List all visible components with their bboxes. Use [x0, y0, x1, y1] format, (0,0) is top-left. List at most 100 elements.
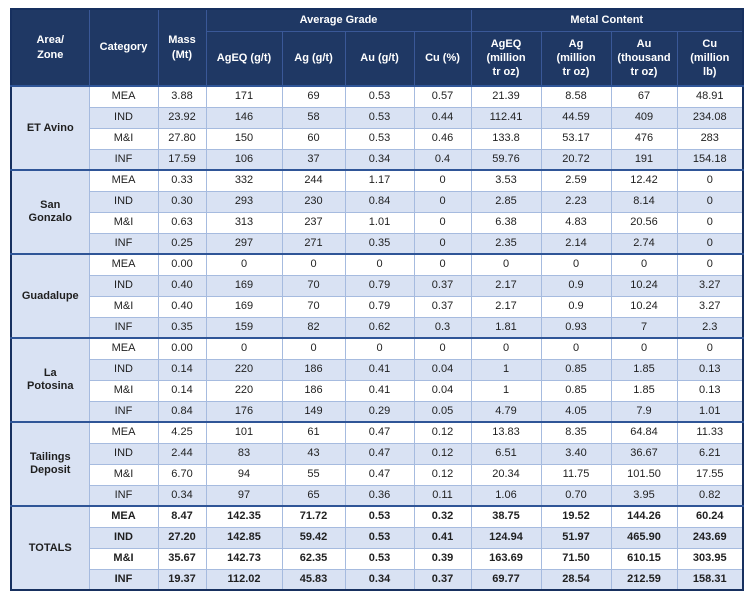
area-zone-cell: ET Avino	[10, 85, 90, 171]
value-cell: 13.83	[470, 421, 542, 444]
value-cell: 0.00	[157, 337, 207, 360]
value-cell: 0.25	[157, 232, 207, 255]
category-cell: MEA	[88, 169, 159, 192]
table-row: ET Avino MEA 3.88 171 69 0.53 0.57 21.39 8.58 67 4…	[10, 85, 744, 171]
value-cell: 171	[205, 85, 283, 108]
table-row: M&I 0.14 220 186 0.41 0.04 1 0.85 1.85 0.13	[11, 379, 744, 402]
value-cell: 0.53	[344, 85, 415, 108]
value-cell: 37	[281, 148, 346, 171]
category-cell: IND	[88, 442, 159, 465]
value-cell: 476	[610, 127, 678, 150]
value-cell: 12.42	[610, 169, 678, 192]
header-au-koz: Au (thousand tr oz)	[610, 30, 678, 87]
category-cell: M&I	[88, 463, 159, 486]
value-cell: 28.54	[540, 568, 612, 591]
value-cell: 1.01	[676, 400, 744, 423]
value-cell: 0.12	[413, 442, 472, 465]
value-cell: 313	[205, 211, 283, 234]
value-cell: 0.84	[157, 400, 207, 423]
value-cell: 0.34	[344, 568, 415, 591]
value-cell: 169	[205, 274, 283, 297]
value-cell: 112.02	[205, 568, 283, 591]
category-cell: INF	[88, 400, 159, 423]
value-cell: 0.37	[413, 568, 472, 591]
value-cell: 0	[413, 211, 472, 234]
category-cell: MEA	[88, 85, 159, 108]
value-cell: 0	[676, 232, 744, 255]
header-row-subcolumns: AgEQ (g/t) Ag (g/t) Au (g/t) Cu (%) AgEQ…	[11, 30, 744, 87]
table-row: San Gonzalo MEA 0.33 332 244 1.17 0 3.53 2.59 12.…	[10, 169, 744, 255]
value-cell: 0.47	[344, 442, 415, 465]
value-cell: 0.79	[344, 274, 415, 297]
category-cell: INF	[88, 148, 159, 171]
value-cell: 20.34	[470, 463, 542, 486]
category-cell: M&I	[88, 295, 159, 318]
value-cell: 144.26	[610, 505, 678, 528]
area-zone-cell: San Gonzalo	[10, 169, 90, 255]
value-cell: 6.21	[676, 442, 744, 465]
value-cell: 0.12	[413, 421, 472, 444]
value-cell: 142.73	[205, 547, 283, 570]
value-cell: 0.33	[157, 169, 207, 192]
value-cell: 53.17	[540, 127, 612, 150]
value-cell: 0.9	[540, 274, 612, 297]
value-cell: 0.4	[413, 148, 472, 171]
value-cell: 0.04	[413, 358, 472, 381]
value-cell: 465.90	[610, 526, 678, 549]
value-cell: 36.67	[610, 442, 678, 465]
table-row: INF 19.37 112.02 45.83 0.34 0.37 69.77 28.54 212…	[11, 568, 744, 591]
category-cell: MEA	[88, 421, 159, 444]
value-cell: 234.08	[676, 106, 744, 129]
table-row: M&I 35.67 142.73 62.35 0.53 0.39 163.69 71.50 61…	[11, 547, 744, 570]
value-cell: 6.51	[470, 442, 542, 465]
value-cell: 0.84	[344, 190, 415, 213]
value-cell: 133.8	[470, 127, 542, 150]
value-cell: 0.41	[344, 379, 415, 402]
header-ag-moz: Ag (million tr oz)	[540, 30, 612, 87]
value-cell: 0.53	[344, 547, 415, 570]
value-cell: 83	[205, 442, 283, 465]
value-cell: 3.95	[610, 484, 678, 507]
value-cell: 62.35	[281, 547, 346, 570]
value-cell: 2.14	[540, 232, 612, 255]
table-row: Tailings Deposit MEA 4.25 101 61 0.47 0.12 13.8…	[10, 421, 744, 507]
category-cell: IND	[88, 358, 159, 381]
value-cell: 0.37	[413, 274, 472, 297]
value-cell: 0	[676, 337, 744, 360]
table-row: IND 0.40 169 70 0.79 0.37 2.17 0.9 10.24 3.27	[11, 274, 744, 297]
value-cell: 19.52	[540, 505, 612, 528]
category-cell: MEA	[88, 253, 159, 276]
table-row: IND 27.20 142.85 59.42 0.53 0.41 124.94 51.97 46…	[11, 526, 744, 549]
header-au-gt: Au (g/t)	[344, 30, 415, 87]
category-cell: MEA	[88, 505, 159, 528]
value-cell: 1	[470, 358, 542, 381]
value-cell: 0.53	[344, 505, 415, 528]
value-cell: 244	[281, 169, 346, 192]
value-cell: 23.92	[157, 106, 207, 129]
value-cell: 0.14	[157, 379, 207, 402]
table-row: TOTALS MEA 8.47 142.35 71.72 0.53 0.32 38.75 19.…	[10, 505, 744, 591]
value-cell: 60	[281, 127, 346, 150]
value-cell: 0.36	[344, 484, 415, 507]
category-cell: IND	[88, 526, 159, 549]
value-cell: 0.82	[676, 484, 744, 507]
header-ageq-moz: AgEQ (million tr oz)	[470, 30, 542, 87]
value-cell: 67	[610, 85, 678, 108]
value-cell: 10.24	[610, 274, 678, 297]
value-cell: 2.3	[676, 316, 744, 339]
value-cell: 0	[610, 337, 678, 360]
category-cell: INF	[88, 484, 159, 507]
value-cell: 70	[281, 295, 346, 318]
value-cell: 149	[281, 400, 346, 423]
value-cell: 169	[205, 295, 283, 318]
value-cell: 38.75	[470, 505, 542, 528]
value-cell: 71.50	[540, 547, 612, 570]
value-cell: 0	[413, 253, 472, 276]
value-cell: 186	[281, 358, 346, 381]
value-cell: 243.69	[676, 526, 744, 549]
value-cell: 0.93	[540, 316, 612, 339]
value-cell: 0	[281, 253, 346, 276]
value-cell: 11.75	[540, 463, 612, 486]
area-zone-cell: TOTALS	[10, 505, 90, 591]
